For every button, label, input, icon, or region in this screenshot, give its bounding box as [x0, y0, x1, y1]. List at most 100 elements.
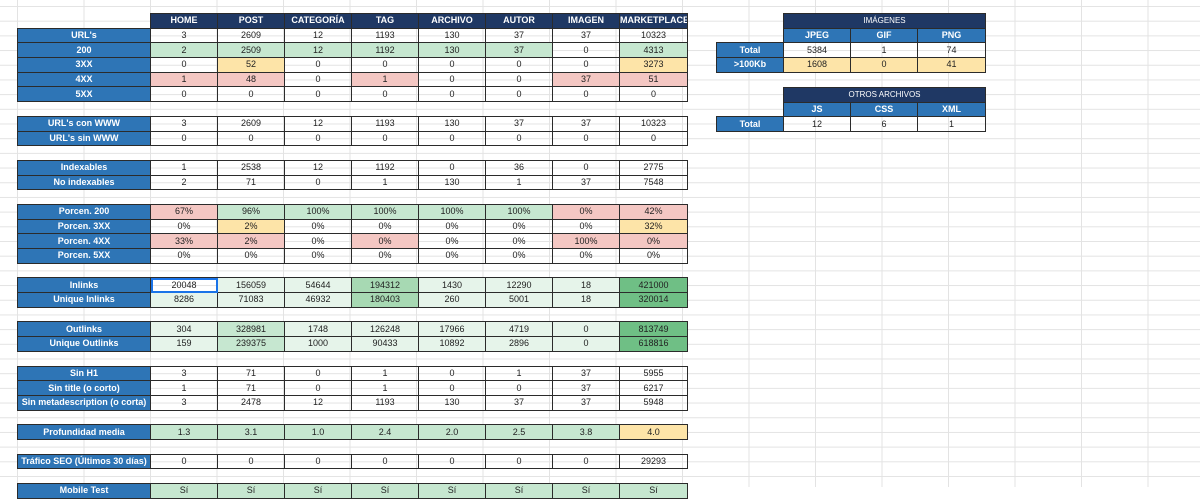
data-cell[interactable]: Sí — [619, 483, 688, 499]
data-cell[interactable]: 17966 — [418, 321, 486, 338]
data-cell[interactable]: 18 — [552, 277, 620, 294]
empty-cell[interactable] — [553, 469, 620, 484]
empty-cell[interactable] — [419, 469, 486, 484]
empty-cell[interactable] — [151, 263, 218, 278]
data-cell[interactable]: 0% — [485, 248, 553, 264]
data-cell[interactable]: 10323 — [619, 115, 688, 132]
empty-cell[interactable] — [352, 190, 419, 205]
empty-cell[interactable] — [486, 410, 553, 425]
empty-cell[interactable] — [419, 263, 486, 278]
data-cell[interactable]: 0 — [552, 86, 620, 103]
empty-cell[interactable] — [18, 410, 151, 425]
column-header[interactable]: HOME — [150, 13, 218, 29]
data-cell[interactable]: 0 — [351, 453, 419, 470]
data-cell[interactable]: 0 — [150, 57, 218, 73]
data-cell[interactable]: 0 — [418, 57, 486, 73]
empty-cell[interactable] — [151, 190, 218, 205]
row-label[interactable]: Outlinks — [17, 321, 151, 338]
column-header[interactable]: ARCHIVO — [418, 13, 486, 29]
empty-cell[interactable] — [151, 102, 218, 117]
data-cell[interactable]: 0 — [552, 336, 620, 352]
data-cell[interactable]: 1 — [150, 159, 218, 176]
data-cell[interactable]: 6 — [850, 116, 918, 133]
data-cell[interactable]: 320014 — [619, 292, 688, 308]
data-cell[interactable]: Sí — [217, 483, 285, 499]
data-cell[interactable]: 0% — [284, 248, 352, 264]
column-header[interactable]: MARKETPLACE — [619, 13, 688, 29]
data-cell[interactable]: 1 — [351, 71, 419, 88]
data-cell[interactable]: 1 — [150, 380, 218, 396]
empty-cell[interactable] — [486, 190, 553, 205]
empty-cell[interactable] — [620, 102, 688, 117]
data-cell[interactable]: 5001 — [485, 292, 553, 308]
data-cell[interactable]: 130 — [418, 115, 486, 132]
empty-cell[interactable] — [352, 351, 419, 366]
data-cell[interactable]: 2609 — [217, 27, 285, 44]
empty-cell[interactable] — [620, 263, 688, 278]
data-cell[interactable]: 3 — [150, 115, 218, 132]
data-cell[interactable]: 0 — [150, 453, 218, 470]
data-cell[interactable]: 180403 — [351, 292, 419, 308]
empty-cell[interactable] — [553, 102, 620, 117]
empty-cell[interactable] — [285, 146, 352, 161]
data-cell[interactable]: 33% — [150, 233, 218, 249]
data-cell[interactable]: 0 — [619, 86, 688, 103]
data-cell[interactable]: 29293 — [619, 453, 688, 470]
empty-cell[interactable] — [218, 102, 285, 117]
data-cell[interactable]: 0% — [619, 248, 688, 264]
column-header[interactable]: PNG — [916, 27, 987, 44]
data-cell[interactable]: 100% — [284, 203, 352, 220]
empty-cell[interactable] — [18, 439, 151, 454]
empty-cell[interactable] — [151, 410, 218, 425]
row-label[interactable]: Tráfico SEO (Últimos 30 días) — [17, 453, 151, 470]
corner-cell[interactable] — [717, 102, 784, 117]
row-label[interactable]: URL's sin WWW — [17, 130, 151, 147]
data-cell[interactable]: 4313 — [619, 42, 688, 59]
empty-cell[interactable] — [218, 439, 285, 454]
data-cell[interactable]: 0 — [485, 86, 553, 103]
data-cell[interactable]: 2509 — [217, 42, 285, 59]
data-cell[interactable]: 130 — [418, 394, 486, 411]
data-cell[interactable]: 37 — [552, 115, 620, 132]
table-title[interactable]: IMÁGENES — [782, 13, 987, 29]
empty-cell[interactable] — [285, 263, 352, 278]
data-cell[interactable]: 67% — [150, 203, 218, 220]
empty-cell[interactable] — [486, 469, 553, 484]
data-cell[interactable]: 2 — [150, 42, 218, 59]
row-label[interactable]: 3XX — [17, 57, 151, 73]
row-label[interactable]: No indexables — [17, 174, 151, 191]
data-cell[interactable]: 51 — [619, 71, 688, 88]
data-cell[interactable]: 42% — [619, 203, 688, 220]
data-cell[interactable]: 52 — [217, 57, 285, 73]
data-cell[interactable]: 0% — [351, 233, 419, 249]
table-title[interactable]: OTROS ARCHIVOS — [782, 87, 987, 103]
row-label[interactable]: Porcen. 200 — [17, 203, 151, 220]
empty-cell[interactable] — [352, 102, 419, 117]
data-cell[interactable]: 5955 — [619, 365, 688, 382]
row-label[interactable]: Total — [716, 116, 784, 133]
data-cell[interactable]: 6217 — [619, 380, 688, 396]
empty-cell[interactable] — [419, 146, 486, 161]
data-cell[interactable]: 0% — [485, 218, 553, 235]
empty-cell[interactable] — [18, 146, 151, 161]
data-cell[interactable]: 0 — [850, 57, 918, 73]
data-cell[interactable]: 37 — [552, 380, 620, 396]
data-cell[interactable]: 3.8 — [552, 424, 620, 440]
empty-cell[interactable] — [285, 469, 352, 484]
empty-cell[interactable] — [620, 307, 688, 322]
data-cell[interactable]: 12290 — [485, 277, 553, 294]
column-header[interactable]: CSS — [850, 101, 918, 118]
data-cell[interactable]: 156059 — [217, 277, 285, 294]
data-cell[interactable]: 0 — [150, 86, 218, 103]
data-cell[interactable]: 37 — [485, 115, 553, 132]
row-label[interactable]: Inlinks — [17, 277, 151, 294]
data-cell[interactable]: 0% — [418, 233, 486, 249]
data-cell[interactable]: 71 — [217, 365, 285, 382]
data-cell[interactable]: 0% — [552, 248, 620, 264]
data-cell[interactable]: 0 — [351, 57, 419, 73]
data-cell[interactable]: 12 — [284, 115, 352, 132]
data-cell[interactable]: 3 — [150, 27, 218, 44]
data-cell[interactable]: 0% — [485, 233, 553, 249]
data-cell[interactable]: 3273 — [619, 57, 688, 73]
row-label[interactable]: Sin H1 — [17, 365, 151, 382]
